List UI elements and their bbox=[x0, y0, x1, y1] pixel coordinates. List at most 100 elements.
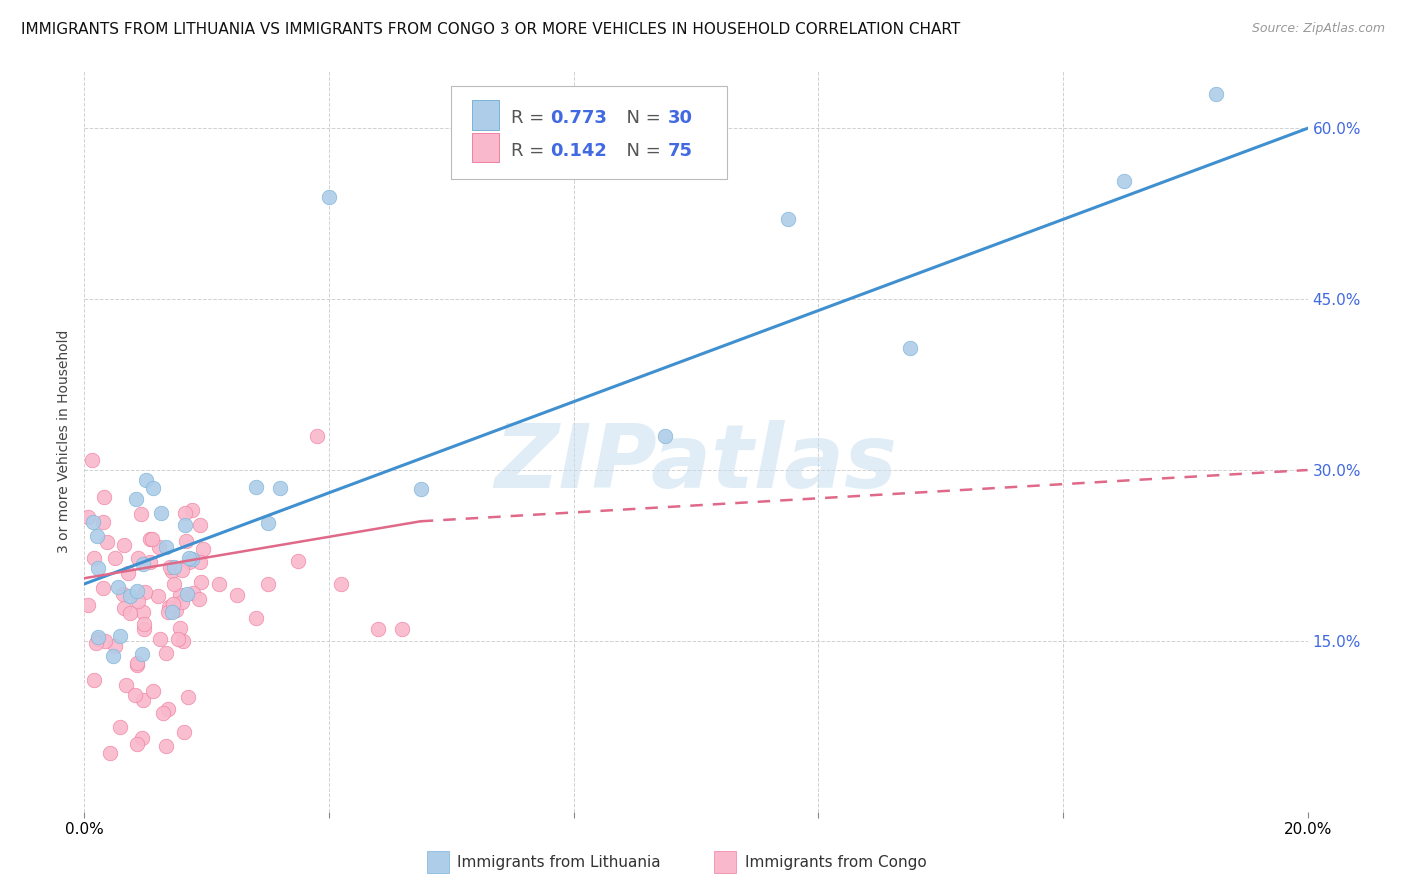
FancyBboxPatch shape bbox=[714, 851, 737, 873]
Point bbox=[87, 630, 110, 644]
Y-axis label: 3 or more Vehicles in Household: 3 or more Vehicles in Household bbox=[58, 330, 72, 553]
Point bbox=[115, 678, 138, 692]
Point bbox=[107, 581, 129, 595]
Point bbox=[125, 657, 148, 672]
Text: 30: 30 bbox=[668, 109, 693, 127]
Point bbox=[190, 575, 212, 590]
Point bbox=[160, 605, 183, 619]
Point bbox=[155, 739, 177, 754]
Point bbox=[77, 510, 100, 524]
Point bbox=[174, 507, 197, 521]
Point bbox=[91, 581, 114, 595]
Point bbox=[150, 507, 173, 521]
Point bbox=[91, 515, 114, 529]
Point bbox=[134, 585, 156, 599]
Point bbox=[87, 560, 110, 574]
Point bbox=[87, 632, 110, 647]
Point bbox=[165, 603, 187, 617]
Point bbox=[188, 518, 211, 533]
Point bbox=[208, 577, 231, 591]
Point bbox=[898, 341, 921, 355]
Point bbox=[173, 725, 195, 739]
Point bbox=[391, 623, 413, 637]
Point bbox=[160, 565, 183, 579]
Point bbox=[269, 482, 291, 496]
Text: 75: 75 bbox=[668, 142, 693, 160]
Point bbox=[96, 534, 118, 549]
Text: R =: R = bbox=[512, 142, 550, 160]
Text: Source: ZipAtlas.com: Source: ZipAtlas.com bbox=[1251, 22, 1385, 36]
Point bbox=[83, 673, 105, 688]
Point bbox=[172, 563, 194, 577]
Point bbox=[174, 518, 197, 533]
Point bbox=[142, 683, 165, 698]
Point bbox=[305, 429, 328, 443]
Point bbox=[131, 693, 153, 707]
Point bbox=[120, 590, 142, 604]
Point bbox=[157, 702, 180, 716]
Point bbox=[118, 606, 141, 620]
Point bbox=[172, 595, 194, 609]
Point bbox=[257, 577, 280, 591]
Point bbox=[125, 737, 148, 751]
Point bbox=[146, 589, 169, 603]
Point bbox=[188, 591, 211, 606]
Point bbox=[409, 482, 432, 496]
Point bbox=[177, 555, 200, 569]
Point bbox=[318, 189, 340, 203]
Point bbox=[156, 605, 179, 619]
Point bbox=[131, 731, 153, 745]
Point bbox=[131, 647, 153, 661]
Point bbox=[163, 576, 186, 591]
Text: IMMIGRANTS FROM LITHUANIA VS IMMIGRANTS FROM CONGO 3 OR MORE VEHICLES IN HOUSEHO: IMMIGRANTS FROM LITHUANIA VS IMMIGRANTS … bbox=[21, 22, 960, 37]
Text: 0.773: 0.773 bbox=[550, 109, 607, 127]
Point bbox=[141, 533, 163, 547]
Point bbox=[654, 428, 676, 442]
Point bbox=[188, 555, 211, 569]
Point bbox=[127, 551, 149, 566]
Point bbox=[152, 706, 174, 721]
Point bbox=[148, 540, 170, 554]
Point bbox=[104, 639, 127, 653]
Point bbox=[84, 636, 107, 650]
Point bbox=[124, 688, 146, 702]
Point bbox=[129, 507, 152, 521]
Point bbox=[117, 566, 139, 580]
Point bbox=[127, 594, 149, 608]
FancyBboxPatch shape bbox=[472, 100, 499, 130]
Point bbox=[180, 502, 202, 516]
Text: N =: N = bbox=[616, 109, 666, 127]
Point bbox=[142, 481, 165, 495]
Point bbox=[1205, 87, 1227, 102]
Text: Immigrants from Lithuania: Immigrants from Lithuania bbox=[457, 855, 661, 870]
Point bbox=[131, 557, 153, 571]
Point bbox=[134, 616, 156, 631]
Point bbox=[139, 555, 162, 569]
Point bbox=[176, 586, 198, 600]
Point bbox=[135, 473, 157, 487]
Point bbox=[112, 601, 135, 615]
Point bbox=[257, 516, 280, 530]
Point bbox=[104, 551, 127, 566]
Point bbox=[167, 632, 190, 646]
Point bbox=[172, 634, 194, 648]
Point bbox=[177, 690, 200, 704]
Point bbox=[157, 600, 180, 615]
Point bbox=[181, 586, 204, 600]
Point bbox=[76, 598, 98, 612]
Point bbox=[162, 597, 184, 611]
Point bbox=[245, 480, 267, 494]
FancyBboxPatch shape bbox=[427, 851, 449, 873]
Point bbox=[226, 588, 249, 602]
Point bbox=[776, 212, 799, 227]
Point bbox=[1114, 174, 1136, 188]
Point bbox=[82, 516, 104, 530]
Point bbox=[138, 532, 160, 546]
Point bbox=[86, 529, 108, 543]
Point bbox=[125, 491, 148, 506]
Point bbox=[155, 541, 177, 555]
Point bbox=[132, 622, 155, 636]
Point bbox=[245, 611, 267, 625]
Point bbox=[112, 586, 135, 600]
Point bbox=[110, 720, 132, 734]
